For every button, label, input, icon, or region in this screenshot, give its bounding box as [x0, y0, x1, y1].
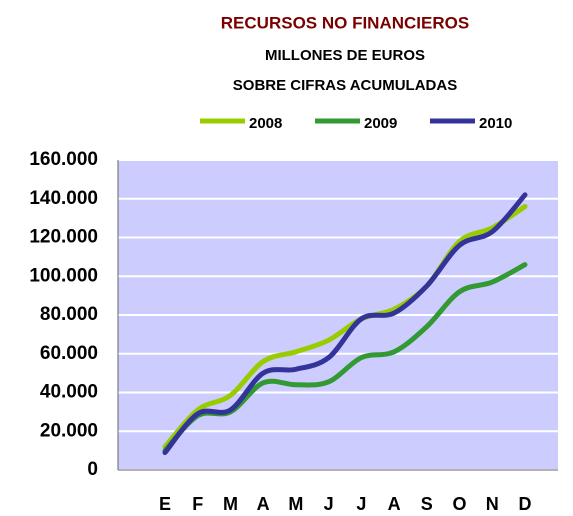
y-tick-label: 160.000	[29, 149, 98, 170]
x-tick-label: A	[388, 494, 401, 514]
x-tick-label: N	[486, 494, 499, 514]
x-tick-label: D	[519, 494, 532, 514]
chart-subtitle: SOBRE CIFRAS ACUMULADAS	[233, 77, 457, 94]
x-tick-label: F	[192, 494, 203, 514]
y-tick-label: 80.000	[40, 304, 98, 325]
x-tick-label: M	[223, 494, 238, 514]
y-tick-label: 100.000	[29, 265, 98, 286]
chart-subtitle: MILLONES DE EUROS	[265, 47, 425, 64]
x-tick-label: S	[421, 494, 433, 514]
x-tick-label: E	[159, 494, 171, 514]
x-tick-label: J	[356, 494, 366, 514]
line-series	[162, 192, 528, 456]
x-tick-label: M	[288, 494, 303, 514]
x-tick-label: O	[453, 494, 467, 514]
y-tick-label: 40.000	[40, 382, 98, 403]
y-tick-label: 20.000	[40, 420, 98, 441]
chart-title: RECURSOS NO FINANCIEROS	[221, 13, 469, 32]
y-tick-label: 140.000	[29, 188, 98, 209]
y-tick-label: 0	[87, 459, 98, 480]
legend-label: 2010	[479, 115, 512, 132]
legend-label: 2008	[249, 115, 282, 132]
legend-label: 2009	[364, 115, 397, 132]
y-tick-label: 120.000	[29, 227, 98, 248]
x-tick-label: A	[257, 494, 270, 514]
y-tick-label: 60.000	[40, 343, 98, 364]
x-tick-label: J	[324, 494, 334, 514]
line-series	[162, 204, 528, 450]
